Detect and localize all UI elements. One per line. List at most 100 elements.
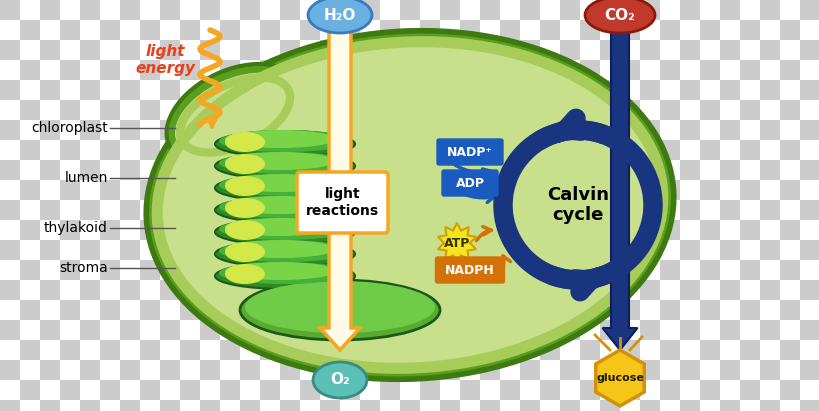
Ellipse shape xyxy=(215,153,355,179)
Bar xyxy=(100,280,120,300)
Bar xyxy=(100,160,120,180)
Bar xyxy=(459,280,479,300)
Bar xyxy=(319,260,340,280)
Bar xyxy=(559,400,579,411)
Bar xyxy=(0,160,20,180)
Ellipse shape xyxy=(146,31,673,379)
Bar xyxy=(479,300,500,320)
Bar xyxy=(340,220,360,240)
Bar xyxy=(140,100,160,120)
Bar xyxy=(140,160,160,180)
Bar xyxy=(779,20,799,40)
Bar xyxy=(240,220,260,240)
Bar xyxy=(340,300,360,320)
Bar xyxy=(319,140,340,160)
Bar xyxy=(619,360,639,380)
Bar xyxy=(360,200,379,220)
Bar xyxy=(300,40,319,60)
Bar xyxy=(80,180,100,200)
Bar xyxy=(479,80,500,100)
Bar xyxy=(759,200,779,220)
Bar xyxy=(799,320,819,340)
Bar xyxy=(619,20,639,40)
Bar xyxy=(579,220,600,240)
Bar xyxy=(699,320,719,340)
Bar xyxy=(419,160,440,180)
Text: lumen: lumen xyxy=(65,171,108,185)
Bar xyxy=(100,120,120,140)
Bar xyxy=(80,340,100,360)
Bar xyxy=(779,200,799,220)
Bar xyxy=(340,80,360,100)
Bar xyxy=(559,380,579,400)
Bar xyxy=(579,400,600,411)
Bar xyxy=(200,360,219,380)
Bar xyxy=(240,160,260,180)
Bar xyxy=(679,140,699,160)
Bar xyxy=(20,220,40,240)
Bar xyxy=(639,20,659,40)
Bar xyxy=(240,60,260,80)
Bar xyxy=(479,20,500,40)
Bar xyxy=(459,380,479,400)
Bar xyxy=(260,140,279,160)
Bar xyxy=(120,200,140,220)
Ellipse shape xyxy=(313,362,367,398)
Bar xyxy=(759,180,779,200)
FancyBboxPatch shape xyxy=(441,170,497,196)
Bar xyxy=(679,220,699,240)
Bar xyxy=(260,60,279,80)
Bar xyxy=(739,400,759,411)
Bar xyxy=(140,180,160,200)
Bar xyxy=(200,400,219,411)
Bar xyxy=(400,380,419,400)
Bar xyxy=(360,20,379,40)
Bar xyxy=(479,320,500,340)
Bar xyxy=(379,120,400,140)
Bar xyxy=(500,0,519,20)
Bar xyxy=(260,220,279,240)
Bar xyxy=(180,320,200,340)
Bar xyxy=(360,380,379,400)
Bar xyxy=(319,300,340,320)
Bar xyxy=(699,300,719,320)
Ellipse shape xyxy=(245,281,434,333)
Bar xyxy=(739,120,759,140)
Bar xyxy=(559,140,579,160)
Bar xyxy=(200,60,219,80)
Bar xyxy=(779,120,799,140)
Bar xyxy=(260,280,279,300)
Bar xyxy=(0,360,20,380)
Bar xyxy=(519,80,540,100)
Text: NADP⁺: NADP⁺ xyxy=(446,145,492,159)
Ellipse shape xyxy=(224,240,335,258)
Ellipse shape xyxy=(224,198,265,218)
Bar xyxy=(340,320,360,340)
Text: chloroplast: chloroplast xyxy=(31,121,108,135)
Bar xyxy=(219,240,240,260)
Ellipse shape xyxy=(154,39,665,371)
Bar xyxy=(659,240,679,260)
Text: NADPH: NADPH xyxy=(445,263,495,277)
Bar xyxy=(120,140,140,160)
Bar xyxy=(379,200,400,220)
Bar xyxy=(419,380,440,400)
Bar xyxy=(279,180,300,200)
Bar xyxy=(240,280,260,300)
Bar xyxy=(679,200,699,220)
Bar xyxy=(519,160,540,180)
Bar xyxy=(699,400,719,411)
Bar xyxy=(500,160,519,180)
Bar xyxy=(659,180,679,200)
Bar xyxy=(360,340,379,360)
Bar xyxy=(140,380,160,400)
Bar xyxy=(80,400,100,411)
Bar xyxy=(340,380,360,400)
Bar xyxy=(319,320,340,340)
Bar xyxy=(559,220,579,240)
Bar xyxy=(419,320,440,340)
Bar xyxy=(779,380,799,400)
Bar xyxy=(659,20,679,40)
Bar xyxy=(639,140,659,160)
Bar xyxy=(659,340,679,360)
